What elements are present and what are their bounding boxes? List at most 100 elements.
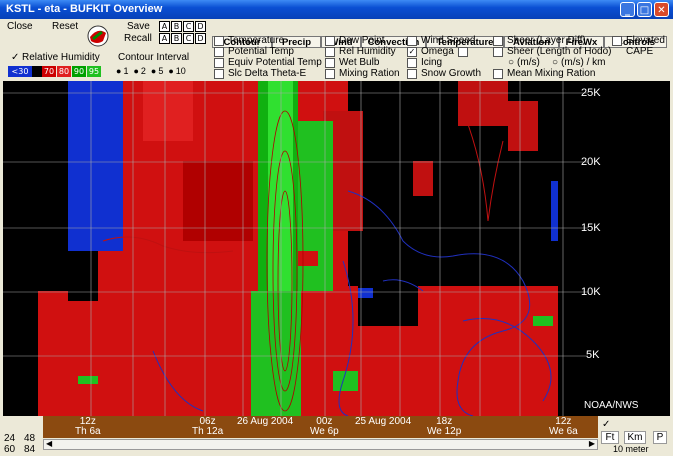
cb-temperature[interactable]: Temperature [214,35,284,46]
recall-slot-b[interactable]: B [171,33,182,44]
time-label-3: 00z We 6p [310,417,339,437]
utc-label: 06z [199,416,216,427]
cb-wind-speed[interactable]: Wind Speed [407,35,475,46]
maximize-icon[interactable]: □ [637,2,652,17]
cb-icing[interactable]: Icing [407,57,442,68]
cb-omega[interactable]: ✓ Omega [407,46,472,57]
recall-button[interactable]: Recall [124,33,152,44]
utc-label: 00z [316,416,333,427]
time-label-5: 12z We 6a [549,417,578,437]
units-check-icon[interactable]: ✓ [602,419,611,430]
save-button[interactable]: Save [127,21,150,32]
cb-snow-growth[interactable]: Snow Growth [407,68,481,79]
cb-dew-point[interactable]: Dew Point [325,35,385,46]
cb-label: Icing [421,57,443,68]
cb-label: Sheer (Layer Diff) [507,35,586,46]
save-slot-c[interactable]: C [183,21,194,32]
forecast-hour-48[interactable]: 48 [24,433,36,444]
unit-p-button[interactable]: P [653,431,667,444]
save-slot-a[interactable]: A [159,21,170,32]
radio-ms-km[interactable]: ○ (m/s) / km [552,57,605,68]
noaa-watermark: NOAA/NWS [584,400,639,411]
date-label-1: 26 Aug 2004 [237,416,294,427]
cb-equiv-potential-temp[interactable]: Equiv Potential Temp [214,57,322,68]
cb-sheer-layer-diff[interactable]: Sheer (Layer Diff) [493,35,586,46]
contour-interval-label: Contour Interval [118,52,190,63]
legend-80: 80 [57,66,71,77]
radio-ms[interactable]: ○ (m/s) [508,57,540,68]
cb-sheer-length-hodo[interactable]: Sheer (Length of Hodo) [493,46,612,57]
tab-aviation[interactable]: Aviation [504,36,559,48]
cb-label: Potential Temp [228,46,294,57]
tab-firewx[interactable]: FireWx [559,36,604,48]
cb-elevated[interactable]: Elevated [612,35,665,46]
cb-mixing-ration[interactable]: Mixing Ration [325,68,400,79]
cb-label: Slc Delta Theta-E [228,68,307,79]
scroll-left-icon[interactable]: ◀ [46,439,53,448]
recall-slot-c[interactable]: C [183,33,194,44]
dot-icon: ● [168,66,174,76]
time-height-plot[interactable]: 25K 20K 15K 10K 5K NOAA/NWS [3,81,670,416]
radio-label: (m/s) [517,57,540,68]
cb-rel-humidity[interactable]: Rel Humidity [325,46,396,57]
time-label-1: 12z Th 6a [75,417,101,437]
forecast-hour-24[interactable]: 24 [4,433,16,444]
dot-icon: ● [116,66,122,76]
close-button[interactable]: Close [7,21,33,32]
recall-slot-a[interactable]: A [159,33,170,44]
close-window-icon[interactable]: ✕ [654,2,669,17]
scroll-right-icon[interactable]: ▶ [588,439,595,448]
cb-label: Mixing Ration [339,68,400,79]
save-slot-b[interactable]: B [171,21,182,32]
cb-slc-delta-theta-e[interactable]: Slc Delta Theta-E [214,68,306,79]
rh-check-icon[interactable]: ✓ [11,52,20,63]
tab-contour[interactable]: Contour [212,36,272,48]
cb-label: Wind Speed [421,35,476,46]
checkmark-icon: ✓ [407,46,417,57]
time-label-2: 06z Th 12a [192,417,223,437]
y-tick-15k: 15K [581,222,601,234]
legend-70: 70 [42,66,56,77]
cb-label: Equiv Potential Temp [228,57,322,68]
radio-icon: ○ [508,57,515,68]
contour-interval-options[interactable]: ● 1 ● 2 ● 5 ● 10 [116,66,186,76]
interval-option-2[interactable]: 2 [140,66,146,76]
window-title: KSTL - eta - BUFKIT Overview [6,3,163,15]
bufkit-logo-icon [87,25,109,47]
time-scrollbar[interactable]: ◀ ▶ [43,439,598,450]
legend-blue: <30 [8,66,32,77]
minimize-icon[interactable]: _ [620,2,635,17]
cb-mean-mixing-ration[interactable]: Mean Mixing Ration [493,68,595,79]
y-tick-20k: 20K [581,156,601,168]
legend-95: 95 [87,66,101,77]
relative-humidity-label: Relative Humidity [22,52,100,63]
cape-label: CAPE [626,46,654,57]
utc-label: 12z [79,416,96,427]
toolbar: Close Reset Save Recall A B C D A B C D … [0,19,673,81]
cb-label: Elevated [626,35,665,46]
y-tick-25k: 25K [581,87,601,99]
cb-label: Mean Mixing Ration [507,68,596,79]
dot-icon: ● [150,66,157,76]
unit-km-button[interactable]: Km [624,431,646,444]
forecast-hour-84[interactable]: 84 [24,444,36,455]
save-slot-d[interactable]: D [195,21,206,32]
reset-button[interactable]: Reset [52,21,79,32]
interval-option-5[interactable]: 5 [158,66,164,76]
cb-label: Dew Point [339,35,385,46]
interval-option-10[interactable]: 10 [175,66,186,76]
forecast-hour-60[interactable]: 60 [4,444,16,455]
unit-ft-button[interactable]: Ft [601,431,619,444]
date-label-2: 25 Aug 2004 [355,416,412,427]
local-label: We 6a [549,426,578,437]
tab-precip[interactable]: Precip [272,36,321,48]
interval-option-1[interactable]: 1 [123,66,129,76]
cb-wet-bulb[interactable]: Wet Bulb [325,57,379,68]
cb-label: Wet Bulb [339,57,380,68]
recall-slot-d[interactable]: D [195,33,206,44]
cb-potential-temp[interactable]: Potential Temp [214,46,294,57]
cb-label: Rel Humidity [339,46,396,57]
dot-icon: ● [133,66,139,76]
utc-label: 18z [436,416,453,427]
local-label: We 6p [310,426,339,437]
